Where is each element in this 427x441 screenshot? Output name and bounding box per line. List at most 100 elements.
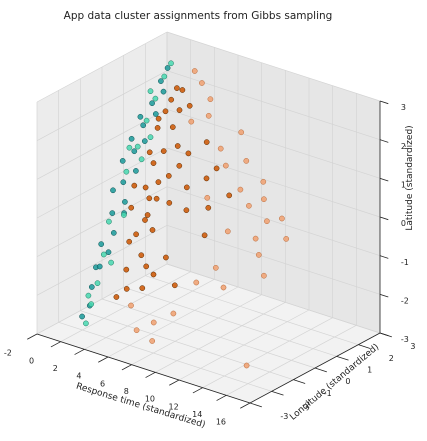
data-point-series-3 [88, 284, 95, 290]
data-point-series-2 [170, 310, 177, 317]
chart-title: App data cluster assignments from Gibbs … [64, 10, 333, 22]
data-point-series-1 [203, 175, 210, 182]
data-point-series-1 [154, 125, 161, 131]
data-point-series-3 [158, 78, 164, 84]
x-tick-mark [216, 394, 227, 401]
data-point-series-1 [142, 217, 148, 223]
data-point-series-1 [142, 184, 149, 191]
y-tick-label: -2 [302, 401, 310, 410]
z-tick-label: -3 [401, 335, 409, 344]
data-point-series-4 [123, 168, 130, 175]
data-point-series-4 [88, 301, 95, 307]
y-tick-label: -3 [280, 412, 288, 421]
data-point-series-3 [140, 122, 147, 129]
data-point-series-2 [264, 218, 270, 225]
data-point-series-4 [106, 218, 112, 225]
x-tick-mark [50, 341, 61, 348]
gridline-y-floor [80, 310, 294, 380]
data-point-series-1 [163, 254, 169, 261]
data-point-series-4 [134, 143, 141, 150]
y-tick-label: 2 [389, 354, 394, 363]
data-point-series-2 [261, 196, 267, 203]
data-point-series-3 [119, 158, 126, 164]
data-point-series-1 [186, 102, 193, 109]
data-point-series-3 [128, 135, 135, 142]
data-point-series-2 [149, 338, 156, 344]
data-point-series-2 [199, 80, 205, 86]
x-tick-label: 8 [124, 387, 129, 396]
data-point-series-3 [122, 199, 128, 205]
data-point-series-4 [100, 251, 107, 258]
data-point-series-2 [207, 96, 214, 103]
x-tick-mark [74, 348, 85, 355]
x-tick-label: 12 [168, 402, 178, 411]
data-point-series-1 [168, 96, 175, 103]
data-point-series-1 [174, 143, 181, 149]
data-point-series-1 [146, 195, 153, 202]
z-tick-label: -1 [401, 258, 409, 267]
data-point-series-1 [123, 266, 130, 273]
y-tick-mark [293, 379, 306, 384]
data-point-series-3 [164, 65, 171, 71]
data-point-series-3 [120, 179, 127, 186]
data-point-series-3 [96, 263, 103, 270]
gridline-z-left [36, 263, 168, 335]
data-point-series-1 [176, 162, 183, 169]
data-point-series-3 [109, 210, 116, 216]
z-axis-label: Latitude (standardized) [405, 125, 415, 230]
data-point-series-1 [139, 285, 146, 291]
data-point-series-4 [152, 95, 159, 102]
x-tick-mark [145, 371, 156, 378]
data-point-series-2 [243, 362, 250, 369]
data-point-series-1 [146, 149, 153, 156]
data-point-series-3 [105, 249, 112, 256]
data-point-series-1 [138, 252, 145, 259]
z-tick-label: 2 [401, 142, 406, 151]
x-tick-label: 10 [145, 395, 155, 404]
gridline-y-floor [123, 287, 337, 357]
data-point-series-3 [152, 111, 159, 117]
gridline-z-back [166, 263, 381, 334]
gridline-z-back [166, 186, 381, 256]
y-tick-label: -1 [324, 389, 332, 398]
data-point-series-1 [160, 148, 167, 154]
y-tick-label: 1 [367, 366, 372, 375]
data-point-series-2 [246, 202, 252, 209]
x-tick-mark [98, 356, 109, 363]
data-point-series-3 [79, 313, 85, 320]
data-point-series-1 [165, 173, 172, 179]
y-tick-mark [314, 367, 327, 373]
z-tick-mark [379, 293, 389, 298]
data-point-series-2 [279, 215, 285, 222]
data-point-series-1 [162, 108, 169, 115]
data-point-series-1 [185, 150, 192, 157]
gridline-z-left [36, 186, 168, 257]
x-tick-label: 16 [216, 418, 226, 427]
y-tick-mark [358, 344, 371, 349]
data-point-series-4 [168, 60, 174, 67]
y-tick-label: 0 [345, 377, 350, 386]
data-point-series-3 [110, 230, 117, 236]
data-point-series-2 [252, 235, 259, 242]
data-point-series-1 [131, 182, 138, 189]
data-point-series-2 [191, 68, 198, 74]
data-point-series-4 [147, 134, 154, 141]
data-point-series-4 [143, 117, 150, 124]
gridline-z-back [166, 31, 381, 102]
data-point-series-2 [133, 327, 140, 334]
data-point-series-1 [205, 204, 212, 211]
data-point-series-2 [128, 302, 134, 309]
x-tick-mark [27, 333, 38, 340]
data-point-series-1 [183, 207, 190, 214]
data-point-series-1 [153, 195, 160, 202]
data-point-series-2 [224, 228, 231, 235]
data-point-series-2 [188, 118, 195, 125]
data-point-series-1 [179, 87, 186, 93]
data-point-series-4 [138, 156, 145, 163]
data-point-series-2 [193, 279, 200, 286]
gridline-z-left [36, 147, 168, 219]
gridline-z-left [36, 31, 168, 103]
gridline-y-floor [101, 298, 316, 369]
x-tick-label: 14 [192, 410, 202, 419]
